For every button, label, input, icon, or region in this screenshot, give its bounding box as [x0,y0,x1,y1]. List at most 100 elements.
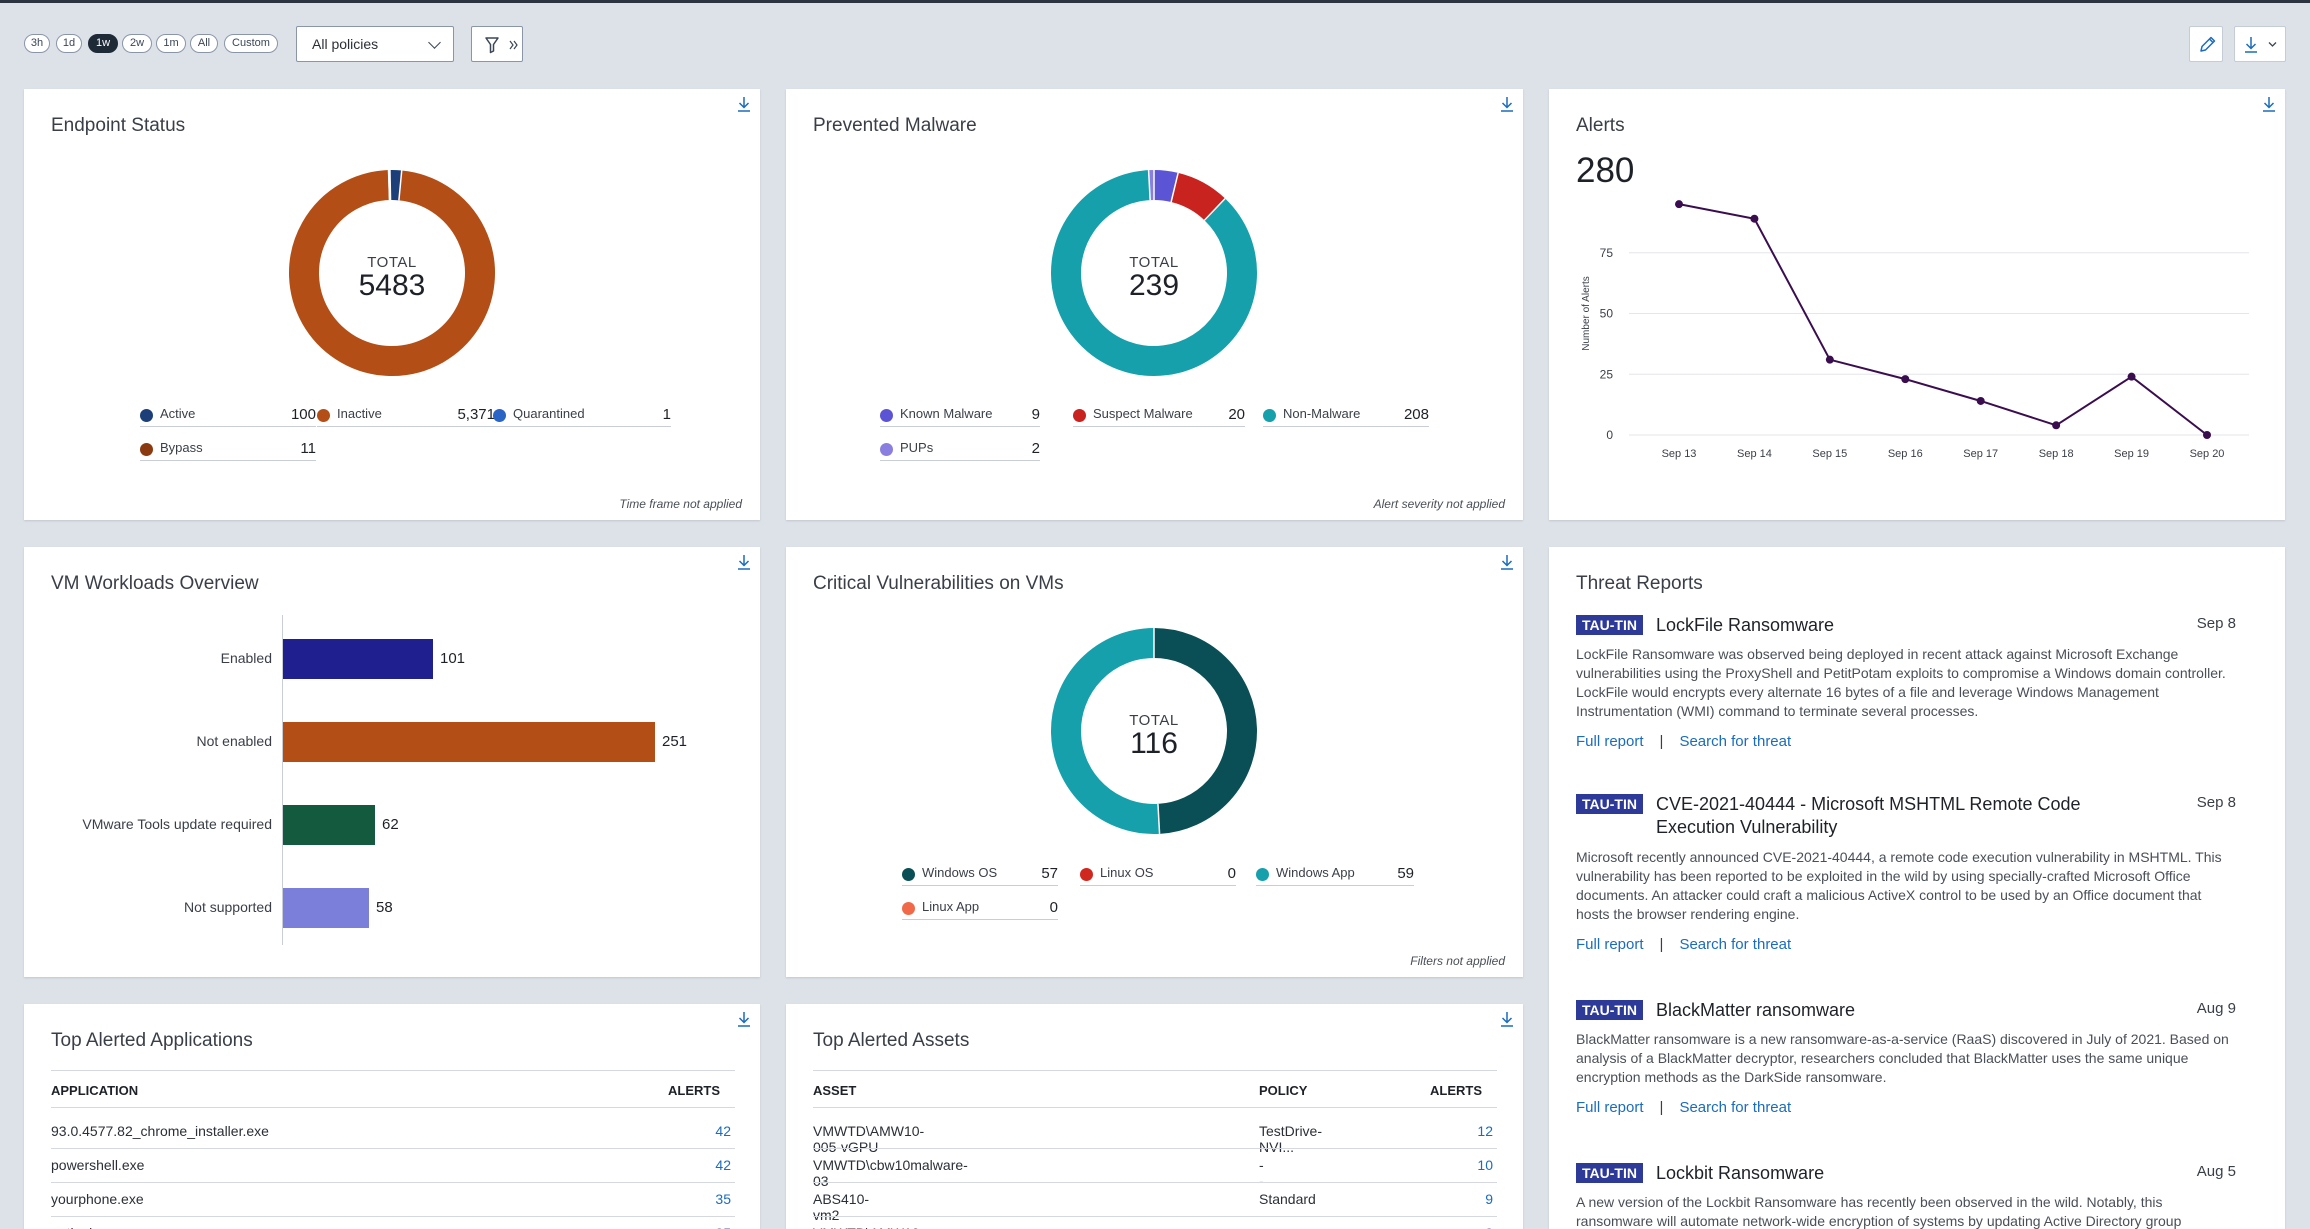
chevron-down-icon [428,36,441,49]
time-range-all[interactable]: All [190,34,218,53]
alerts-count-link[interactable]: 8 [1453,1225,1493,1229]
download-icon[interactable] [1499,1010,1515,1028]
legend-item[interactable]: Active 100 [140,403,316,427]
data-point[interactable] [1675,200,1683,209]
y-tick-label: 25 [1600,367,1614,381]
table-cell: TestDrive-NVI... [1259,1123,1323,1155]
legend-label: Known Malware [900,406,993,421]
card-title: Prevented Malware [813,115,977,136]
legend-label: Bypass [160,440,203,455]
legend-item[interactable]: Suspect Malware 20 [1073,403,1245,427]
alerts-count-link[interactable]: 10 [1477,1157,1493,1173]
legend-item[interactable]: Windows App 59 [1256,862,1414,886]
download-icon[interactable] [2261,95,2277,113]
card-title: Threat Reports [1576,573,1703,594]
data-point[interactable] [1976,396,1985,405]
data-point[interactable] [1825,355,1834,364]
row-divider [813,1182,1497,1183]
full-report-link[interactable]: Full report [1576,1099,1644,1116]
time-range-1m[interactable]: 1m [156,34,186,53]
column-header: ASSET [813,1083,857,1098]
search-for-threat-link[interactable]: Search for threat [1679,733,1792,750]
donut-slice-windows-app[interactable] [1051,628,1160,834]
download-icon[interactable] [1499,95,1515,113]
table-cell: outlook.exe [51,1225,123,1229]
legend-item[interactable]: Windows OS 57 [902,862,1058,886]
data-point[interactable] [2203,431,2211,439]
legend-item[interactable]: Linux App 0 [902,896,1058,920]
search-for-threat-link[interactable]: Search for threat [1679,936,1792,953]
threat-tag-badge: TAU-TIN [1576,794,1643,814]
donut-center: TOTAL 239 [1084,254,1224,303]
download-icon[interactable] [736,95,752,113]
row-divider [51,1182,735,1183]
legend-item[interactable]: Quarantined 1 [493,403,671,427]
legend-swatch [1256,868,1269,881]
column-header: POLICY [1259,1083,1308,1098]
full-report-link[interactable]: Full report [1576,733,1644,750]
bar-enabled[interactable] [283,639,433,679]
legend-item[interactable]: PUPs 2 [880,437,1040,461]
table-cell: -- [1259,1157,1264,1189]
donut-slice-windows-os[interactable] [1153,628,1257,834]
endpoint-status-donut [289,170,495,376]
alerts-count-link[interactable]: 42 [715,1157,731,1173]
data-point[interactable] [2127,372,2136,381]
time-range-2w[interactable]: 2w [122,34,152,53]
x-tick-label: Sep 19 [2114,448,2149,460]
time-range-custom[interactable]: Custom [224,34,278,53]
data-point[interactable] [1901,375,1910,384]
alerts-count-link[interactable]: 42 [715,1123,731,1139]
donut-center: TOTAL 116 [1084,712,1224,761]
legend-item[interactable]: Known Malware 9 [880,403,1040,427]
donut-slice-inactive[interactable] [289,170,495,376]
donut-slice-known-malware[interactable] [1153,170,1179,203]
donut-slice-non-malware[interactable] [1051,170,1257,376]
legend-item[interactable]: Inactive 5,371 [317,403,495,427]
threat-reports-card: Threat Reports TAU-TIN LockFile Ransomwar… [1549,547,2285,1229]
filter-button[interactable] [471,26,523,62]
search-for-threat-link[interactable]: Search for threat [1679,1099,1792,1116]
table-cell: Standard [1259,1191,1316,1207]
alerts-count-link[interactable]: 9 [1485,1191,1493,1207]
x-tick-label: Sep 20 [2190,448,2225,460]
bar-category-label: VMware Tools update required [82,816,272,832]
legend-item[interactable]: Non-Malware 208 [1263,403,1429,427]
divider [813,1107,1497,1108]
download-icon[interactable] [1499,553,1515,571]
time-range-1d[interactable]: 1d [56,34,82,53]
legend-label: Windows App [1276,865,1355,880]
data-point[interactable] [1750,214,1759,223]
table-cell: VMWTD\AMW10-005-vGPU [813,1123,925,1155]
y-tick-label: 75 [1600,246,1614,260]
alerts-count-link[interactable]: 35 [715,1191,731,1207]
legend-item[interactable]: Linux OS 0 [1080,862,1236,886]
total-label: TOTAL [367,254,417,271]
time-range-3h[interactable]: 3h [24,34,50,53]
bar-vmware-tools-update-required[interactable] [283,805,375,845]
edit-dashboard-button[interactable] [2189,26,2223,62]
bar-not-enabled[interactable] [283,722,655,762]
legend-label: Quarantined [513,406,585,421]
full-report-link[interactable]: Full report [1576,936,1644,953]
toolbar: 3h 1d 1w 2w 1m All Custom All policies [24,26,2286,64]
legend-swatch [140,409,153,422]
bar-not-supported[interactable] [283,888,369,928]
card-title: Top Alerted Applications [51,1030,253,1051]
download-icon[interactable] [736,1010,752,1028]
legend-value: 1 [662,406,671,423]
time-range-1w[interactable]: 1w [88,34,118,53]
top-assets-card: Top Alerted Assets ASSET POLICY ALERTS V… [786,1004,1523,1229]
row-divider [51,1216,735,1217]
link-separator: | [1659,1099,1664,1116]
alerts-count-link[interactable]: 25 [691,1225,731,1229]
policy-select[interactable]: All policies [296,26,454,62]
threat-description: Microsoft recently announced CVE-2021-40… [1576,849,2222,922]
legend-item[interactable]: Bypass 11 [140,437,316,461]
donut-slice-suspect-malware[interactable] [1170,172,1226,221]
alerts-count-link[interactable]: 12 [1477,1123,1493,1139]
data-point[interactable] [2052,421,2061,430]
export-menu-button[interactable] [2234,26,2286,62]
download-icon[interactable] [736,553,752,571]
legend-value: 208 [1403,406,1429,423]
